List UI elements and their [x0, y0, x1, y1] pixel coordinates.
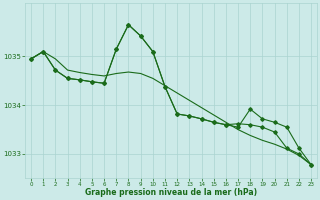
X-axis label: Graphe pression niveau de la mer (hPa): Graphe pression niveau de la mer (hPa) [85, 188, 257, 197]
